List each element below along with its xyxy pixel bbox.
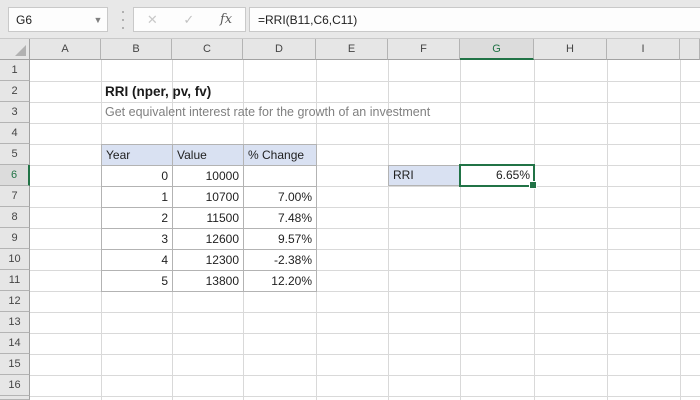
gridline-horizontal bbox=[30, 270, 700, 271]
enter-icon[interactable]: ✓ bbox=[183, 12, 195, 27]
row-header-11[interactable]: 11 bbox=[0, 270, 30, 291]
row-header-1[interactable]: 1 bbox=[0, 60, 30, 81]
formula-buttons-panel: ✕ ✓ fx bbox=[133, 7, 246, 32]
table-cell[interactable] bbox=[244, 166, 317, 187]
column-header-a[interactable]: A bbox=[30, 39, 101, 60]
column-header-e[interactable]: E bbox=[316, 39, 388, 60]
formula-bar-separator bbox=[119, 11, 127, 29]
name-box[interactable]: G6 ▼ bbox=[8, 7, 108, 32]
row-header-3[interactable]: 3 bbox=[0, 102, 30, 123]
row-header-13[interactable]: 13 bbox=[0, 312, 30, 333]
column-header-h[interactable]: H bbox=[534, 39, 607, 60]
table-cell[interactable]: 10700 bbox=[173, 187, 244, 208]
table-cell[interactable]: 11500 bbox=[173, 208, 244, 229]
gridline-horizontal bbox=[30, 291, 700, 292]
gridline-horizontal bbox=[30, 228, 700, 229]
result-label-cell[interactable]: RRI bbox=[388, 165, 461, 186]
table-cell[interactable]: 12300 bbox=[173, 250, 244, 271]
table-cell[interactable]: 5 bbox=[102, 271, 173, 292]
gridline-horizontal bbox=[30, 396, 700, 397]
row-header-9[interactable]: 9 bbox=[0, 228, 30, 249]
sheet-title: RRI (nper, pv, fv) bbox=[105, 84, 212, 99]
column-header-c[interactable]: C bbox=[172, 39, 243, 60]
row-header-5[interactable]: 5 bbox=[0, 144, 30, 165]
table-cell[interactable]: 12.20% bbox=[244, 271, 317, 292]
column-header-d[interactable]: D bbox=[243, 39, 316, 60]
table-cell[interactable]: 9.57% bbox=[244, 229, 317, 250]
insert-function-icon[interactable]: fx bbox=[219, 12, 233, 27]
table-cell[interactable]: 12600 bbox=[173, 229, 244, 250]
gridline-vertical bbox=[680, 60, 681, 400]
sheet-subtitle: Get equivalent interest rate for the gro… bbox=[105, 105, 431, 119]
formula-input[interactable]: =RRI(B11,C6,C11) bbox=[249, 7, 700, 32]
gridline-horizontal bbox=[30, 354, 700, 355]
row-header-15[interactable]: 15 bbox=[0, 354, 30, 375]
gridline-vertical bbox=[460, 60, 461, 400]
gridline-vertical bbox=[607, 60, 608, 400]
gridline-horizontal bbox=[30, 81, 700, 82]
name-box-dropdown-icon[interactable]: ▼ bbox=[93, 14, 103, 25]
table-cell[interactable]: 7.48% bbox=[244, 208, 317, 229]
row-header-10[interactable]: 10 bbox=[0, 249, 30, 270]
column-header-stub bbox=[680, 39, 700, 60]
table-header-cell[interactable]: Value bbox=[173, 145, 244, 166]
row-header-stub bbox=[0, 396, 30, 400]
gridline-horizontal bbox=[30, 375, 700, 376]
select-all-button[interactable] bbox=[0, 39, 30, 60]
gridline-horizontal bbox=[30, 312, 700, 313]
table-cell[interactable]: 3 bbox=[102, 229, 173, 250]
select-all-triangle-icon bbox=[15, 45, 26, 56]
gridline-horizontal bbox=[30, 207, 700, 208]
table-cell[interactable]: 7.00% bbox=[244, 187, 317, 208]
table-cell[interactable]: 1 bbox=[102, 187, 173, 208]
gridline-horizontal bbox=[30, 123, 700, 124]
table-cell[interactable]: -2.38% bbox=[244, 250, 317, 271]
table-cell[interactable]: 2 bbox=[102, 208, 173, 229]
name-box-value: G6 bbox=[16, 12, 33, 27]
gridline-vertical bbox=[388, 60, 389, 400]
table-cell[interactable]: 4 bbox=[102, 250, 173, 271]
table-cell[interactable]: 10000 bbox=[173, 166, 244, 187]
cancel-icon[interactable]: ✕ bbox=[146, 12, 158, 27]
gridline-horizontal bbox=[30, 186, 700, 187]
row-header-8[interactable]: 8 bbox=[0, 207, 30, 228]
gridline-horizontal bbox=[30, 165, 700, 166]
column-header-i[interactable]: I bbox=[607, 39, 680, 60]
formula-bar-strip: G6 ▼ ✕ ✓ fx =RRI(B11,C6,C11) bbox=[0, 0, 700, 39]
active-cell[interactable]: 6.65% bbox=[459, 164, 537, 189]
row-header-6[interactable]: 6 bbox=[0, 165, 30, 186]
gridline-horizontal bbox=[30, 333, 700, 334]
column-header-f[interactable]: F bbox=[388, 39, 460, 60]
fill-handle[interactable] bbox=[529, 181, 537, 189]
gridline-horizontal bbox=[30, 144, 700, 145]
gridline-vertical bbox=[534, 60, 535, 400]
row-header-12[interactable]: 12 bbox=[0, 291, 30, 312]
data-table: Year Value% Change 0 10000 1 10700 7.00% 2 11500… bbox=[101, 144, 317, 292]
table-cell[interactable]: 0 bbox=[102, 166, 173, 187]
row-header-7[interactable]: 7 bbox=[0, 186, 30, 207]
table-cell[interactable]: 13800 bbox=[173, 271, 244, 292]
column-header-b[interactable]: B bbox=[101, 39, 172, 60]
gridline-horizontal bbox=[30, 102, 700, 103]
row-header-2[interactable]: 2 bbox=[0, 81, 30, 102]
column-header-g[interactable]: G bbox=[460, 39, 534, 60]
row-header-14[interactable]: 14 bbox=[0, 333, 30, 354]
table-header-cell[interactable]: % Change bbox=[244, 145, 317, 166]
active-cell-value: 6.65% bbox=[495, 168, 530, 182]
row-header-4[interactable]: 4 bbox=[0, 123, 30, 144]
gridline-horizontal bbox=[30, 249, 700, 250]
row-header-16[interactable]: 16 bbox=[0, 375, 30, 396]
table-header-cell[interactable]: Year bbox=[102, 145, 173, 166]
formula-text: =RRI(B11,C6,C11) bbox=[258, 12, 358, 27]
